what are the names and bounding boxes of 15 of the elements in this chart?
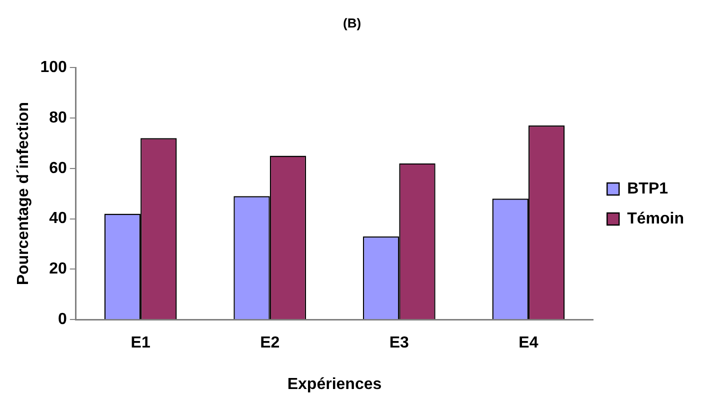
y-axis-title: Pourcentage d´infection bbox=[15, 102, 32, 286]
x-tick-label: E3 bbox=[389, 334, 410, 352]
y-tick-label: 20 bbox=[49, 260, 67, 278]
y-tick-label: 100 bbox=[40, 59, 67, 76]
legend-label: Témoin bbox=[627, 210, 684, 228]
y-tick-label: 0 bbox=[58, 311, 67, 328]
x-axis-title: Expériences bbox=[287, 376, 382, 393]
y-tick-label: 80 bbox=[49, 109, 67, 126]
x-tick-label: E1 bbox=[130, 334, 150, 352]
y-tick-label: 60 bbox=[49, 160, 67, 177]
x-tick-label: E2 bbox=[260, 334, 280, 352]
legend-label: BTP1 bbox=[627, 180, 668, 198]
x-tick-label: E4 bbox=[518, 334, 538, 352]
y-tick-label: 40 bbox=[49, 210, 67, 228]
chart-title: (B) bbox=[342, 15, 362, 30]
